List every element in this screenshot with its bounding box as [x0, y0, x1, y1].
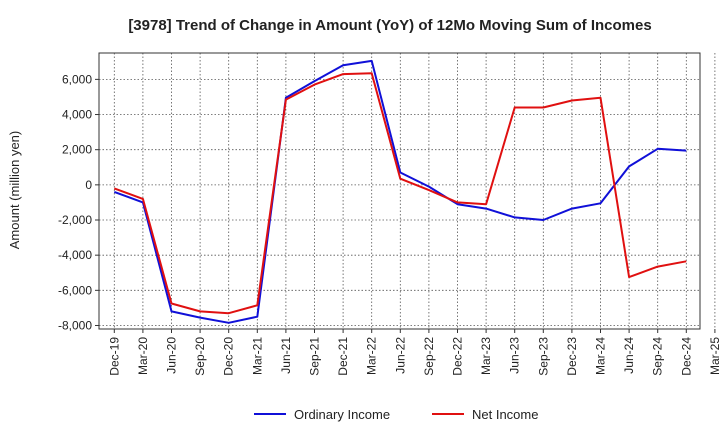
- x-tick-label: Sep-22: [422, 337, 436, 376]
- legend: Ordinary Income Net Income: [254, 407, 538, 422]
- x-tick-label: Dec-23: [565, 337, 579, 376]
- legend-label: Ordinary Income: [294, 407, 390, 422]
- series-layer: [113, 59, 687, 324]
- x-tick-label: Sep-23: [536, 337, 550, 376]
- x-tick-label: Sep-20: [193, 337, 207, 376]
- x-tick-label: Mar-23: [479, 337, 493, 375]
- y-tick-label: -4,000: [58, 248, 92, 262]
- series-line-ordinary-income: [113, 59, 687, 324]
- legend-label: Net Income: [472, 407, 538, 422]
- x-tick-label: Jun-20: [165, 337, 179, 374]
- y-tick-label: 4,000: [62, 108, 92, 122]
- x-tick-label: Mar-20: [136, 337, 150, 375]
- x-tick-label: Mar-21: [250, 337, 264, 375]
- y-axis-label: Amount (million yen): [7, 131, 22, 250]
- x-tick-label: Jun-22: [393, 337, 407, 374]
- x-tick-label: Dec-22: [451, 337, 465, 376]
- x-tick-label: Sep-24: [651, 337, 665, 376]
- x-tick-label: Mar-22: [365, 337, 379, 375]
- x-tick-label: Dec-19: [107, 337, 121, 376]
- y-tick-label: -2,000: [58, 213, 92, 227]
- series-line-net-income: [113, 72, 687, 315]
- x-tick-label: Dec-24: [679, 337, 693, 376]
- x-tick-label: Mar-24: [594, 337, 608, 375]
- y-tick-label: 6,000: [62, 72, 92, 86]
- x-tick-label: Dec-21: [336, 337, 350, 376]
- chart-title: [3978] Trend of Change in Amount (YoY) o…: [128, 17, 651, 34]
- y-tick-label: -6,000: [58, 283, 92, 297]
- x-tick-label: Jun-24: [622, 337, 636, 374]
- y-tick-label: 0: [85, 178, 92, 192]
- x-tick-label: Jun-23: [508, 337, 522, 374]
- plot-frame: [98, 52, 701, 330]
- x-tick-label: Mar-25: [708, 337, 720, 375]
- y-axis-ticks: -8,000 -6,000 -4,000 -2,000 0 2,000 4,000 6,000: [58, 72, 99, 332]
- x-tick-label: Sep-21: [308, 337, 322, 376]
- grid-layer: [99, 53, 716, 329]
- y-tick-label: 2,000: [62, 143, 92, 157]
- x-tick-label: Dec-20: [222, 337, 236, 376]
- x-axis-ticks: Dec-19 Mar-20 Jun-20 Sep-20 Dec-20 Mar-21 Jun-…: [107, 329, 720, 376]
- x-tick-label: Jun-21: [279, 337, 293, 374]
- y-tick-label: -8,000: [58, 318, 92, 332]
